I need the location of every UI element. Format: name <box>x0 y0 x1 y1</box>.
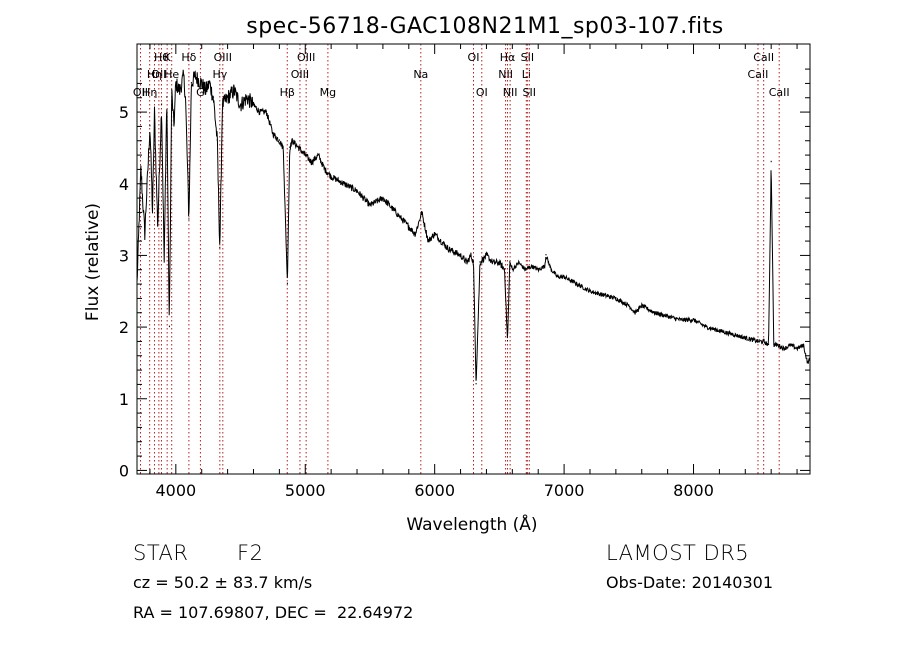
line-label: K <box>164 51 172 64</box>
line-label: OIII <box>291 68 309 81</box>
line-label: G <box>196 86 205 99</box>
line-label: Hδ <box>181 51 196 64</box>
line-label: Hα <box>500 51 516 64</box>
y-tick-label: 2 <box>119 318 129 337</box>
object-subclass: F2 <box>237 541 264 565</box>
line-label: NII <box>498 68 513 81</box>
x-axis-label: Wavelength (Å) <box>406 513 537 535</box>
line-label: OI <box>476 86 488 99</box>
line-label: Na <box>413 68 428 81</box>
coordinates: RA = 107.69807, DEC = 22.64972 <box>133 603 414 622</box>
y-tick-label: 4 <box>119 175 129 194</box>
spectral-line-markers: OIIHηHηOIIHθKHeHδGHγOIIIHβOIIIOIIIMgNaOI… <box>133 44 790 474</box>
x-tick-label: 5000 <box>285 481 326 500</box>
line-label: NII <box>503 86 518 99</box>
spectrum-line <box>136 69 811 385</box>
line-label: CaII <box>753 51 774 64</box>
y-tick-label: 5 <box>119 103 129 122</box>
line-label: Hη <box>147 68 162 81</box>
x-tick-label: 4000 <box>155 481 196 500</box>
x-tick-label: 7000 <box>544 481 585 500</box>
line-label: Hγ <box>212 68 227 81</box>
chart-title: spec-56718-GAC108N21M1_sp03-107.fits <box>246 14 724 39</box>
x-tick-label: 8000 <box>673 481 714 500</box>
line-label: Hβ <box>280 86 295 99</box>
line-label: SII <box>523 86 536 99</box>
line-label: He <box>164 68 179 81</box>
x-tick-label: 6000 <box>414 481 455 500</box>
x-axis: 4000 5000 6000 7000 8000 <box>149 44 798 500</box>
line-label: OI <box>468 51 480 64</box>
object-class: STAR <box>133 541 189 565</box>
line-label: CaII <box>769 86 790 99</box>
y-axis-label: Flux (relative) <box>83 203 103 321</box>
y-tick-label: 3 <box>119 246 129 265</box>
y-tick-label: 0 <box>119 461 129 480</box>
line-label: CaII <box>748 68 769 81</box>
line-label: OIII <box>297 51 315 64</box>
line-label: Li <box>522 68 531 81</box>
line-label: SII <box>521 51 534 64</box>
y-tick-label: 1 <box>119 390 129 409</box>
line-label: Mg <box>320 86 336 99</box>
y-axis: 0 1 2 3 4 5 <box>119 68 810 480</box>
survey-name: LAMOST DR5 <box>606 541 750 565</box>
line-label: OII <box>151 68 166 81</box>
observation-date: Obs-Date: 20140301 <box>606 573 774 592</box>
spectrum-series <box>136 69 811 385</box>
plot-frame <box>136 43 811 475</box>
line-label: Hη <box>142 86 157 99</box>
line-label: OIII <box>214 51 232 64</box>
line-label: Hθ <box>154 51 169 64</box>
redshift-velocity: cz = 50.2 ± 83.7 km/s <box>133 573 313 592</box>
